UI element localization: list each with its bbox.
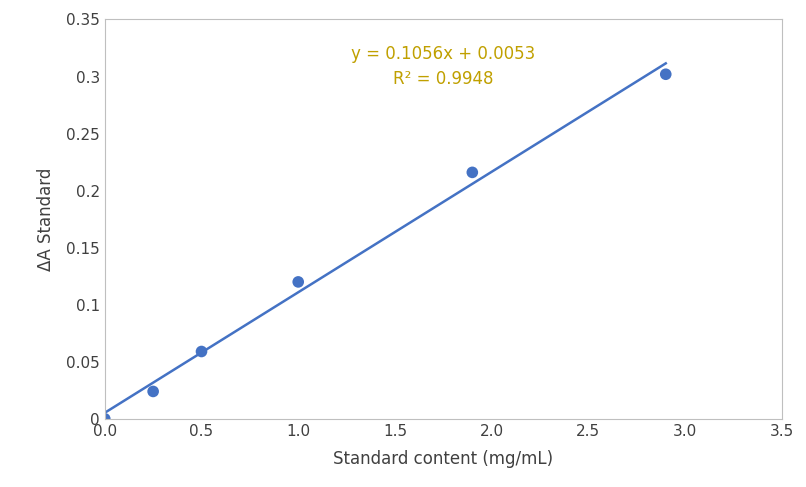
Point — [659, 70, 672, 78]
X-axis label: Standard content (mg/mL): Standard content (mg/mL) — [333, 450, 554, 468]
Point — [466, 169, 479, 176]
Point — [147, 388, 160, 395]
Y-axis label: ΔA Standard: ΔA Standard — [37, 168, 55, 271]
Point — [292, 278, 305, 286]
Point — [98, 415, 111, 423]
Point — [195, 348, 208, 356]
Text: y = 0.1056x + 0.0053
R² = 0.9948: y = 0.1056x + 0.0053 R² = 0.9948 — [351, 45, 535, 88]
